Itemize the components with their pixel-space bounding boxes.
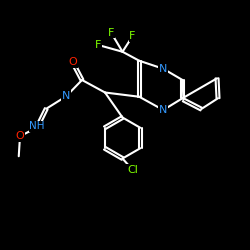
Text: F: F <box>95 40 102 50</box>
Text: O: O <box>16 131 24 141</box>
Text: N: N <box>62 91 70 101</box>
Text: F: F <box>129 31 136 41</box>
Text: Cl: Cl <box>127 165 138 175</box>
Text: N: N <box>159 105 168 115</box>
Text: O: O <box>68 57 77 67</box>
Text: F: F <box>108 28 114 38</box>
Text: N: N <box>159 64 168 74</box>
Text: NH: NH <box>29 121 45 131</box>
